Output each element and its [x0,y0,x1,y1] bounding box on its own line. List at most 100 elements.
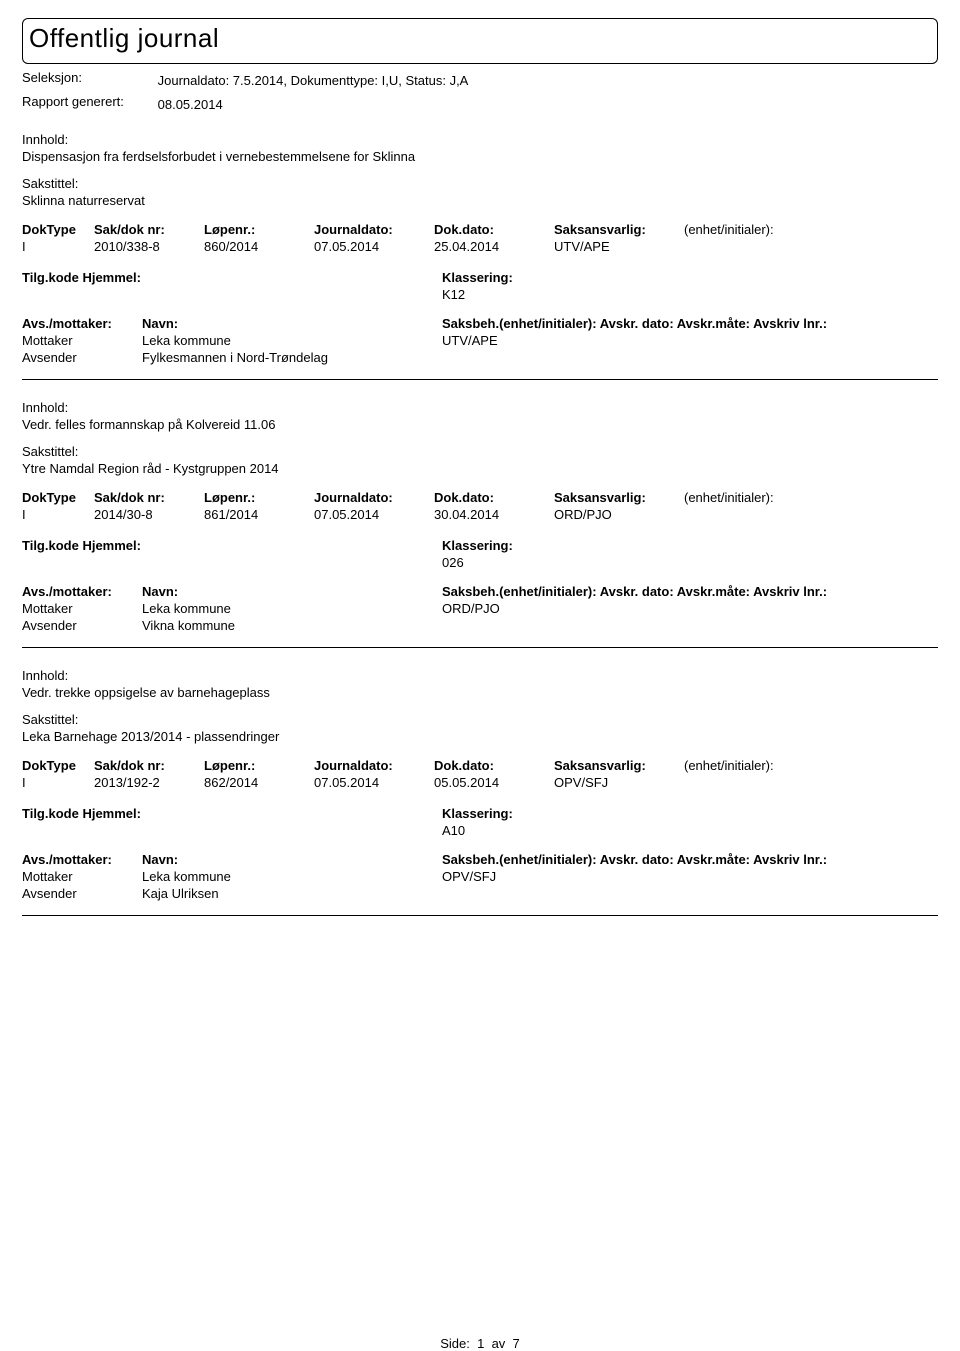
tilgkode-hjemmel-label: Tilg.kode Hjemmel: [22,538,442,553]
party-header: Avs./mottaker: Navn: Saksbeh.(enhet/init… [22,852,938,867]
tilgkode-hjemmel-label: Tilg.kode Hjemmel: [22,806,442,821]
klassering-label: Klassering: [442,538,938,553]
mottaker-row: Mottaker Leka kommune OPV/SFJ [22,869,938,884]
hd-lopenr: Løpenr.: [204,222,314,237]
val-sakdok: 2010/338-8 [94,239,204,254]
innhold-label: Innhold: [22,668,938,683]
avsender-label: Avsender [22,618,142,633]
navn-label: Navn: [142,316,442,331]
avsender-navn: Fylkesmannen i Nord-Trøndelag [142,350,442,365]
journal-entry: Innhold: Dispensasjon fra ferdselsforbud… [22,132,938,380]
avsender-row: Avsender Fylkesmannen i Nord-Trøndelag [22,350,938,365]
hjemmel-row: Tilg.kode Hjemmel: Klassering: [22,270,938,285]
hd-doktype: DokType [22,222,94,237]
val-lopenr: 860/2014 [204,239,314,254]
mottaker-label: Mottaker [22,601,142,616]
avs-mottaker-label: Avs./mottaker: [22,584,142,599]
hd-doktype: DokType [22,758,94,773]
avs-mottaker-label: Avs./mottaker: [22,852,142,867]
val-doktype: I [22,239,94,254]
page-current: 1 [477,1336,484,1351]
page-total: 7 [513,1336,520,1351]
col-values: I 2013/192-2 862/2014 07.05.2014 05.05.2… [22,775,938,790]
avsender-label: Avsender [22,350,142,365]
val-saksansvarlig: UTV/APE [554,239,684,254]
col-headers: DokType Sak/dok nr: Løpenr.: Journaldato… [22,222,938,237]
party-header: Avs./mottaker: Navn: Saksbeh.(enhet/init… [22,584,938,599]
hjemmel-label: Hjemmel: [82,806,141,821]
val-dokdato: 30.04.2014 [434,507,554,522]
party-header: Avs./mottaker: Navn: Saksbeh.(enhet/init… [22,316,938,331]
avsender-row: Avsender Vikna kommune [22,618,938,633]
innhold-text: Vedr. trekke oppsigelse av barnehageplas… [22,685,938,700]
tilgkode-hjemmel-label: Tilg.kode Hjemmel: [22,270,442,285]
col-values: I 2014/30-8 861/2014 07.05.2014 30.04.20… [22,507,938,522]
hd-lopenr: Løpenr.: [204,490,314,505]
side-label: Side: [440,1336,470,1351]
val-doktype: I [22,775,94,790]
page-footer: Side: 1 av 7 [22,1336,938,1351]
val-journaldato: 07.05.2014 [314,507,434,522]
title-box: Offentlig journal [22,18,938,64]
hd-enhet: (enhet/initialer): [684,758,834,773]
navn-label: Navn: [142,852,442,867]
col-values: I 2010/338-8 860/2014 07.05.2014 25.04.2… [22,239,938,254]
klassering-label: Klassering: [442,806,938,821]
klassering-value: K12 [442,287,938,302]
hd-saksansvarlig: Saksansvarlig: [554,222,684,237]
saksbeh-label: Saksbeh.(enhet/initialer): Avskr. dato: … [442,316,938,331]
av-label: av [492,1336,506,1351]
hd-lopenr: Løpenr.: [204,758,314,773]
hjemmel-row: Tilg.kode Hjemmel: Klassering: [22,538,938,553]
navn-label: Navn: [142,584,442,599]
val-saksansvarlig: ORD/PJO [554,507,684,522]
hd-sakdok: Sak/dok nr: [94,222,204,237]
mottaker-label: Mottaker [22,333,142,348]
innhold-text: Dispensasjon fra ferdselsforbudet i vern… [22,149,938,164]
hd-dokdato: Dok.dato: [434,490,554,505]
sakstittel-label: Sakstittel: [22,176,938,191]
saksbeh-value: OPV/SFJ [442,869,938,884]
hjemmel-label: Hjemmel: [82,538,141,553]
innhold-label: Innhold: [22,132,938,147]
rapport-value: 08.05.2014 [158,97,223,112]
sakstittel-label: Sakstittel: [22,444,938,459]
innhold-text: Vedr. felles formannskap på Kolvereid 11… [22,417,938,432]
sakstittel-label: Sakstittel: [22,712,938,727]
innhold-label: Innhold: [22,400,938,415]
avsender-label: Avsender [22,886,142,901]
hd-sakdok: Sak/dok nr: [94,490,204,505]
meta-rapport: Rapport generert: 08.05.2014 [22,94,938,112]
val-enhet [684,239,834,254]
hd-enhet: (enhet/initialer): [684,222,834,237]
tilgkode-label: Tilg.kode [22,806,79,821]
rapport-label: Rapport generert: [22,94,154,109]
mottaker-label: Mottaker [22,869,142,884]
hd-journaldato: Journaldato: [314,222,434,237]
col-headers: DokType Sak/dok nr: Løpenr.: Journaldato… [22,758,938,773]
tilgkode-label: Tilg.kode [22,538,79,553]
val-dokdato: 05.05.2014 [434,775,554,790]
saksbeh-label: Saksbeh.(enhet/initialer): Avskr. dato: … [442,852,938,867]
val-enhet [684,775,834,790]
saksbeh-label: Saksbeh.(enhet/initialer): Avskr. dato: … [442,584,938,599]
mottaker-navn: Leka kommune [142,601,442,616]
val-doktype: I [22,507,94,522]
mottaker-navn: Leka kommune [142,333,442,348]
hjemmel-label: Hjemmel: [82,270,141,285]
val-saksansvarlig: OPV/SFJ [554,775,684,790]
avsender-navn: Kaja Ulriksen [142,886,442,901]
val-sakdok: 2013/192-2 [94,775,204,790]
hd-saksansvarlig: Saksansvarlig: [554,758,684,773]
val-dokdato: 25.04.2014 [434,239,554,254]
mottaker-navn: Leka kommune [142,869,442,884]
meta-seleksjon: Seleksjon: Journaldato: 7.5.2014, Dokume… [22,70,938,88]
page-title: Offentlig journal [29,25,931,53]
hd-sakdok: Sak/dok nr: [94,758,204,773]
saksbeh-value: ORD/PJO [442,601,938,616]
hd-journaldato: Journaldato: [314,490,434,505]
mottaker-row: Mottaker Leka kommune ORD/PJO [22,601,938,616]
val-sakdok: 2014/30-8 [94,507,204,522]
col-headers: DokType Sak/dok nr: Løpenr.: Journaldato… [22,490,938,505]
avs-mottaker-label: Avs./mottaker: [22,316,142,331]
